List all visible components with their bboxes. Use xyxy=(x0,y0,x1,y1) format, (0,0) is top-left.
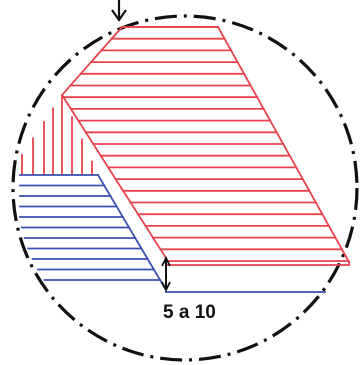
red-inner-edge xyxy=(60,93,168,260)
red-hatch-region xyxy=(60,25,351,289)
red-upper-left-edge xyxy=(60,25,124,97)
leader-arrow-top xyxy=(111,0,127,22)
blue-hatch-region xyxy=(19,173,326,293)
red-right-edge xyxy=(216,25,351,264)
detail-circle xyxy=(11,14,359,362)
red-vertical-hatch-region xyxy=(21,94,93,175)
dimension-label: 5 a 10 xyxy=(163,302,216,323)
dimension-arrow xyxy=(161,255,171,293)
blue-slant-edge xyxy=(96,173,168,292)
